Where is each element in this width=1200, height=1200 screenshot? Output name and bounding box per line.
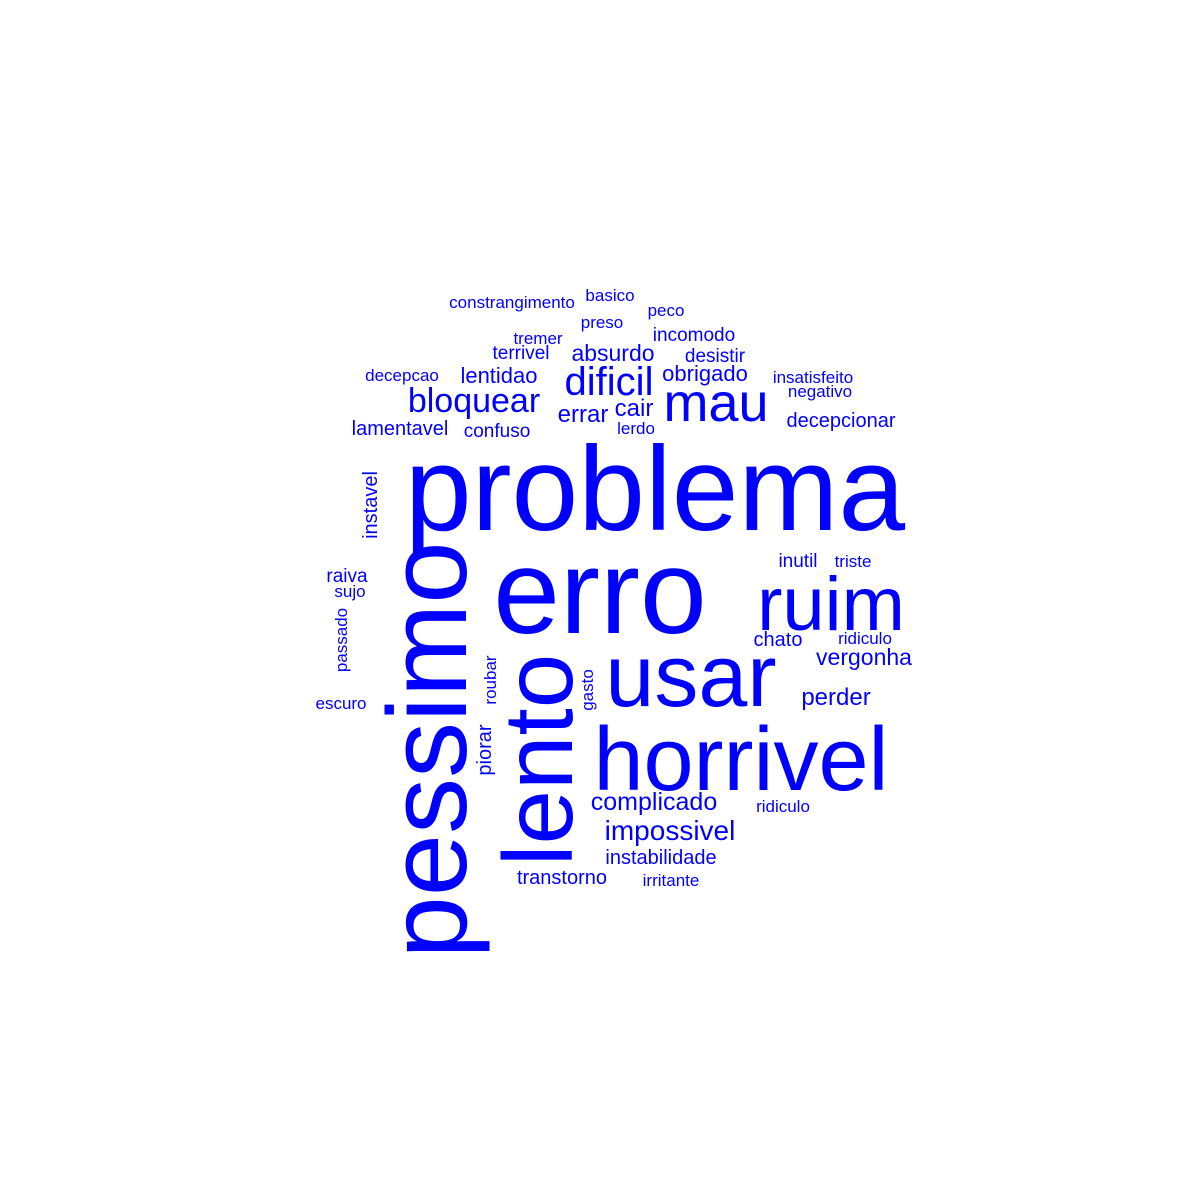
word: problema xyxy=(405,422,906,556)
word: erro xyxy=(493,525,706,659)
word: roubar xyxy=(481,655,500,704)
word: transtorno xyxy=(517,867,607,889)
word: pessimo xyxy=(365,541,490,958)
word: chato xyxy=(754,629,803,651)
word: lamentavel xyxy=(352,418,449,440)
word: absurdo xyxy=(571,340,654,366)
word: errar xyxy=(558,401,609,428)
word: sujo xyxy=(334,582,365,601)
word: gasto xyxy=(578,669,597,711)
word: usar xyxy=(605,626,776,725)
word: dificil xyxy=(565,360,654,404)
word: cair xyxy=(615,395,654,422)
word: piorar xyxy=(474,724,496,775)
word: inutil xyxy=(778,551,817,572)
word: horrivel xyxy=(593,710,888,810)
word: ruim xyxy=(757,562,905,647)
word: preso xyxy=(581,313,624,332)
word: mau xyxy=(663,373,768,433)
word: incomodo xyxy=(653,325,735,346)
word: decepcao xyxy=(365,366,439,385)
word: complicado xyxy=(591,788,717,816)
word: decepcionar xyxy=(787,410,896,432)
word: irritante xyxy=(643,871,700,890)
word: perder xyxy=(801,684,870,711)
word: lerdo xyxy=(617,419,655,438)
word: desistir xyxy=(685,346,746,367)
word: instabilidade xyxy=(605,847,716,869)
word: lento xyxy=(483,654,593,867)
word: constrangimento xyxy=(449,293,575,312)
word: lentidao xyxy=(460,363,537,388)
word: passado xyxy=(332,608,351,672)
word: insatisfeito xyxy=(773,368,853,387)
word: instavel xyxy=(360,471,382,539)
word: negativo xyxy=(788,382,852,401)
word: basico xyxy=(585,286,634,305)
word: vergonha xyxy=(816,644,912,670)
word: terrivel xyxy=(492,343,549,364)
word: ridiculo xyxy=(756,797,810,816)
word: escuro xyxy=(315,694,366,713)
word: raiva xyxy=(326,566,368,587)
word: tremer xyxy=(513,329,562,348)
word: obrigado xyxy=(662,361,748,386)
word: triste xyxy=(835,552,872,571)
word: ridiculo xyxy=(838,629,892,648)
word: peco xyxy=(648,301,685,320)
word: bloquear xyxy=(408,382,540,420)
word: impossivel xyxy=(605,815,736,846)
word: confuso xyxy=(464,421,531,442)
